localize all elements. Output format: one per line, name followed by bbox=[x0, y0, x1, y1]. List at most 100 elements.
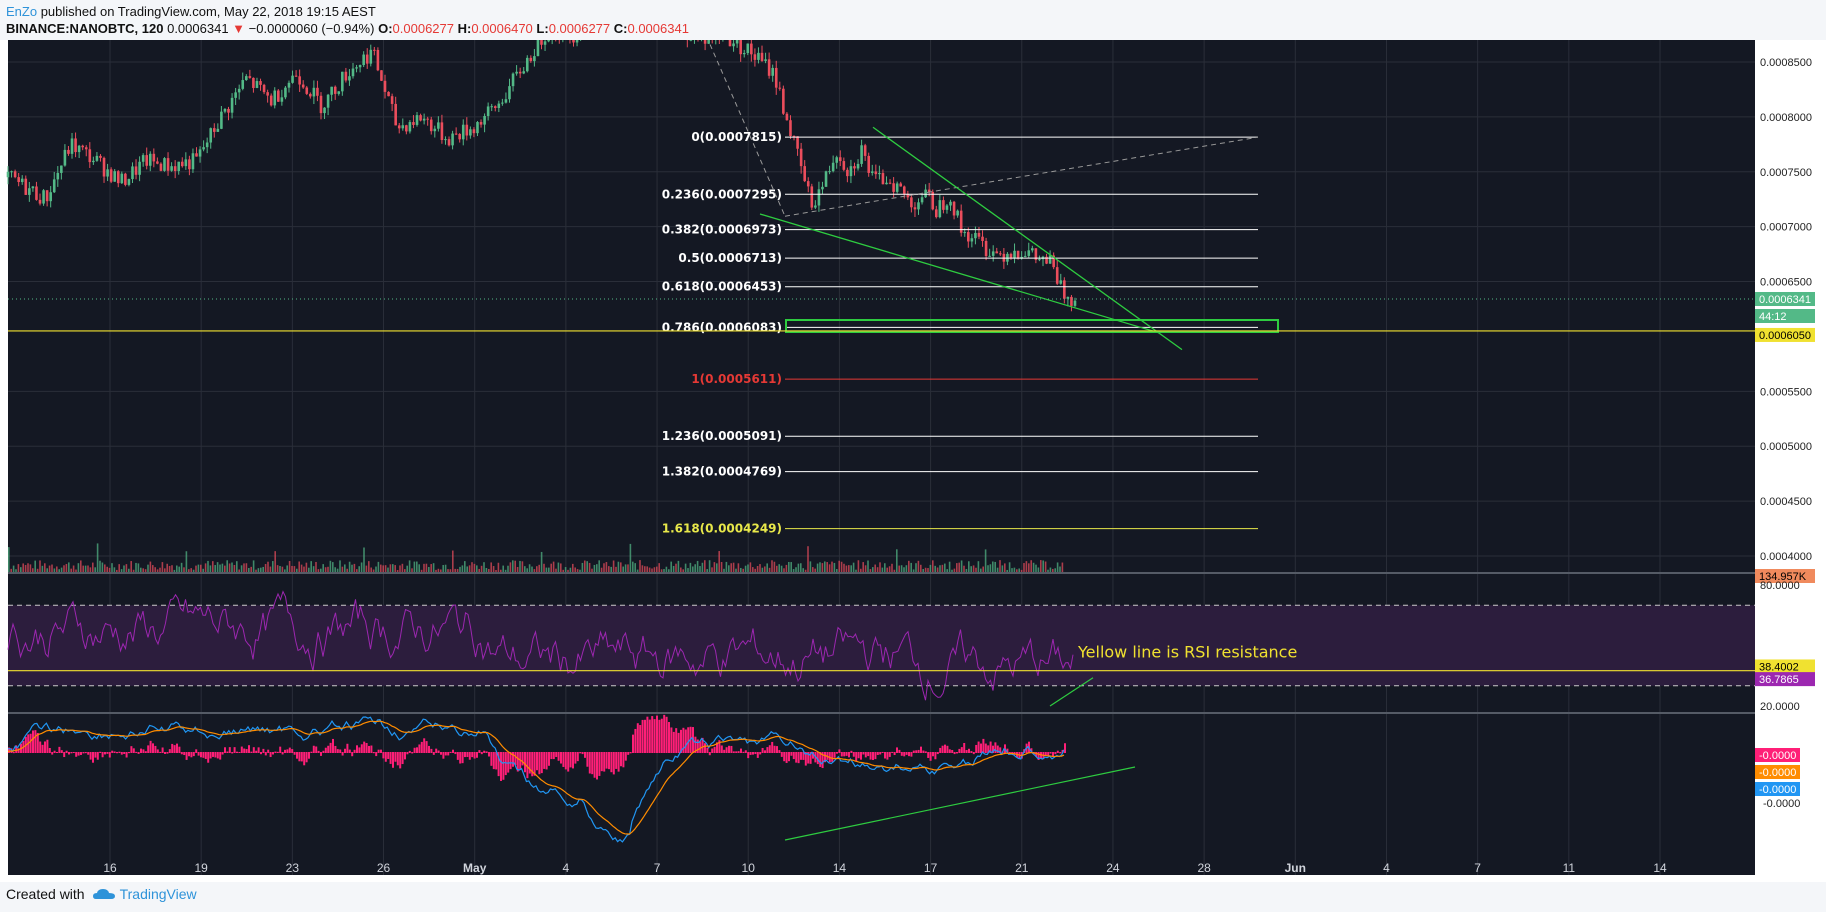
volume-bar bbox=[939, 565, 941, 572]
candle-body bbox=[952, 201, 956, 216]
tradingview-logo[interactable]: TradingView bbox=[92, 886, 197, 902]
volume-bar bbox=[519, 560, 521, 572]
candle-body bbox=[152, 153, 156, 162]
candle-body bbox=[1031, 248, 1034, 251]
volume-bar bbox=[401, 563, 404, 572]
macd-hist-bar bbox=[471, 752, 474, 758]
volume-bar bbox=[346, 568, 348, 572]
macd-hist-bar bbox=[233, 747, 236, 753]
volume-bar bbox=[171, 565, 173, 572]
candle-body bbox=[323, 107, 326, 114]
volume-bar bbox=[72, 565, 75, 572]
macd-hist-bar bbox=[526, 752, 529, 779]
macd-hist-bar bbox=[70, 752, 73, 754]
macd-hist-bar bbox=[432, 752, 435, 755]
volume-bar bbox=[629, 543, 632, 572]
candle-body bbox=[287, 82, 291, 88]
volume-bar bbox=[425, 563, 428, 572]
macd-hist-bar bbox=[675, 728, 678, 753]
macd-hist-bar bbox=[320, 752, 322, 756]
candle-body bbox=[52, 179, 56, 193]
volume-bar bbox=[245, 563, 248, 572]
candle-body bbox=[967, 232, 970, 242]
macd-hist-bar bbox=[891, 751, 894, 753]
volume-bar bbox=[58, 569, 60, 572]
candle-body bbox=[870, 171, 874, 173]
candle-body bbox=[934, 209, 938, 218]
macd-hist-bar bbox=[884, 752, 886, 759]
volume-bar bbox=[173, 569, 176, 572]
macd-hist-bar bbox=[1049, 752, 1052, 754]
candle-body bbox=[501, 102, 504, 104]
macd-hist-bar bbox=[708, 752, 711, 756]
candle-body bbox=[902, 186, 906, 194]
macd-hist-bar bbox=[197, 752, 200, 756]
volume-bar bbox=[586, 561, 588, 572]
candle-body bbox=[465, 124, 469, 136]
macd-hist-bar bbox=[1052, 752, 1054, 757]
volume-bar bbox=[406, 565, 408, 572]
macd-hist-bar bbox=[183, 752, 186, 756]
chart-canvas[interactable]: 16 19 23 26 May 4 7 10 14 17 21 24 28 Jun 4 7 11 14 0.0008… bbox=[0, 40, 1826, 882]
volume-bar bbox=[68, 562, 70, 572]
macd-hist-bar bbox=[579, 752, 582, 754]
macd-hist-bar bbox=[130, 746, 133, 753]
candle-body bbox=[20, 178, 24, 183]
tradingview-brand[interactable]: TradingView bbox=[119, 886, 197, 902]
macd-hist-bar bbox=[288, 747, 291, 753]
macd-hist-bar bbox=[975, 744, 978, 753]
macd-hist-bar bbox=[478, 750, 481, 753]
macd-hist-bar bbox=[1044, 752, 1047, 756]
volume-bar bbox=[624, 564, 627, 572]
candle-body bbox=[163, 158, 166, 171]
macd-hist-bar bbox=[168, 749, 171, 753]
volume-bar bbox=[274, 551, 276, 572]
candle-body bbox=[803, 166, 806, 182]
volume-bar bbox=[658, 563, 660, 572]
macd-hist-bar bbox=[413, 747, 416, 753]
macd-hist-bar bbox=[437, 750, 440, 753]
volume-bar bbox=[416, 561, 418, 572]
macd-hist-bar bbox=[555, 752, 558, 757]
candle-body bbox=[88, 149, 92, 163]
macd-hist-bar bbox=[32, 730, 34, 753]
volume-bar bbox=[212, 561, 214, 572]
macd-hist-bar bbox=[934, 752, 937, 760]
author-name[interactable]: EnZo bbox=[6, 4, 38, 19]
volume-bar bbox=[428, 567, 430, 572]
macd-hist-bar bbox=[968, 748, 970, 753]
volume-bar bbox=[430, 564, 432, 572]
candle-body bbox=[469, 129, 472, 136]
macd-hist-bar bbox=[485, 751, 488, 753]
macd-hist-bar bbox=[924, 751, 927, 753]
candle-body bbox=[860, 145, 863, 164]
last-price-badge-bg bbox=[1755, 291, 1815, 306]
volume-bar bbox=[236, 561, 238, 572]
open-label: O: bbox=[378, 21, 393, 36]
macd-hist-bar bbox=[224, 747, 226, 753]
candle-body bbox=[863, 145, 867, 156]
x-tick-label: Jun bbox=[1285, 861, 1306, 875]
volume-bar bbox=[548, 567, 550, 572]
volume-bar bbox=[948, 561, 951, 572]
macd-hist-bar bbox=[53, 750, 56, 753]
volume-bar bbox=[89, 567, 92, 572]
volume-bar bbox=[176, 565, 178, 572]
volume-bar bbox=[329, 560, 332, 572]
volume-bar bbox=[317, 569, 320, 572]
down-arrow-icon: ▼ bbox=[232, 21, 246, 36]
volume-badge: 134.957K bbox=[1759, 571, 1807, 583]
volume-bar bbox=[80, 560, 82, 572]
macd-hist-bar bbox=[944, 744, 946, 753]
macd-hist-bar bbox=[833, 752, 836, 758]
fib-anchor-line bbox=[784, 136, 1259, 217]
rsi-line bbox=[7, 590, 1074, 701]
macd-hist-bar bbox=[264, 752, 267, 756]
volume-bar bbox=[1049, 567, 1052, 572]
macd-hist-bar bbox=[908, 752, 910, 757]
candle-body bbox=[166, 158, 170, 171]
macd-hist-bar bbox=[514, 752, 517, 766]
volume-bar bbox=[1006, 569, 1008, 572]
volume-bar bbox=[221, 563, 224, 572]
macd-hist-bar bbox=[464, 752, 466, 758]
